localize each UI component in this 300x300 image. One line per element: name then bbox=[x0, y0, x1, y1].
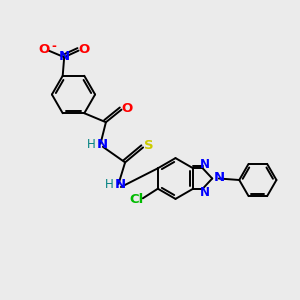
Text: Cl: Cl bbox=[129, 193, 143, 206]
Text: O: O bbox=[38, 43, 50, 56]
Text: -: - bbox=[51, 40, 56, 53]
Text: N: N bbox=[114, 178, 126, 191]
Text: S: S bbox=[144, 140, 154, 152]
Text: N: N bbox=[200, 158, 209, 171]
Text: O: O bbox=[121, 102, 133, 115]
Text: H: H bbox=[105, 178, 114, 191]
Text: N: N bbox=[58, 50, 70, 63]
Text: N: N bbox=[96, 138, 108, 151]
Text: N: N bbox=[200, 186, 209, 200]
Text: N: N bbox=[213, 171, 224, 184]
Text: O: O bbox=[78, 43, 90, 56]
Text: H: H bbox=[87, 138, 96, 151]
